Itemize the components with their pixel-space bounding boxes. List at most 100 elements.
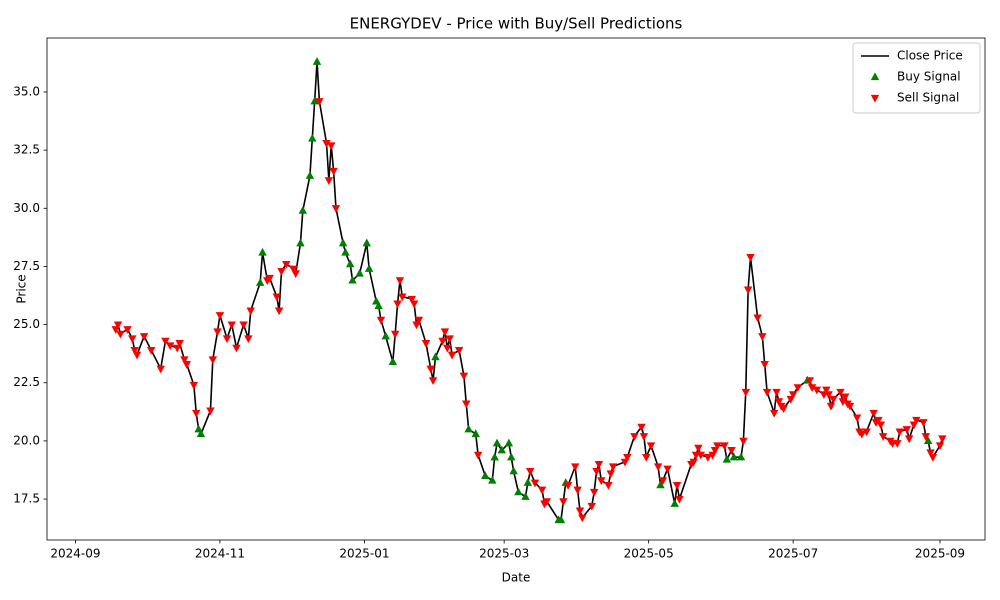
sell-marker	[760, 360, 769, 369]
sell-marker	[720, 442, 729, 451]
sell-marker	[327, 142, 336, 151]
sell-marker	[161, 337, 170, 346]
sell-marker	[841, 393, 850, 402]
sell-marker	[438, 337, 447, 346]
buy-marker	[355, 268, 364, 277]
sell-marker	[935, 442, 945, 451]
sell-marker	[902, 426, 912, 434]
legend-label: Close Price	[897, 49, 963, 63]
x-tick-label: 2025-01	[339, 547, 389, 561]
sell-marker	[542, 498, 551, 507]
legend-box	[852, 42, 981, 114]
sell-marker	[822, 386, 831, 395]
buy-marker	[490, 452, 499, 461]
sell-marker	[938, 435, 947, 444]
sell-marker	[926, 449, 935, 458]
sell-marker	[743, 286, 753, 295]
sell-marker	[646, 442, 656, 451]
buy-marker	[556, 515, 566, 524]
buy-marker	[310, 96, 319, 105]
sell-marker	[156, 365, 165, 374]
sell-marker	[739, 437, 748, 446]
sell-marker	[440, 328, 450, 337]
y-tick-label: 22.5	[13, 375, 40, 389]
sell-marker	[227, 321, 236, 330]
buy-marker	[348, 275, 357, 284]
sell-marker	[741, 388, 750, 397]
buy-marker	[388, 357, 398, 365]
sell-marker	[180, 356, 189, 365]
x-tick-label: 2025-09	[915, 547, 965, 561]
y-tick-label: 20.0	[13, 433, 40, 447]
buy-marker	[471, 429, 480, 438]
buy-marker	[431, 352, 440, 361]
sell-marker	[769, 409, 779, 418]
sell-marker	[454, 347, 464, 355]
sell-marker	[331, 205, 341, 213]
sell-marker	[597, 477, 606, 486]
sell-marker	[462, 400, 471, 409]
sell-marker	[895, 428, 904, 437]
sell-marker	[445, 335, 454, 344]
buy-marker	[381, 331, 390, 340]
sell-marker	[589, 488, 599, 497]
sell-marker	[130, 347, 139, 355]
x-tick-label: 2025-07	[768, 547, 818, 561]
sell-marker	[779, 405, 788, 413]
sell-marker	[246, 307, 255, 316]
legend-marker	[870, 94, 880, 103]
legend-label: Buy Signal	[897, 70, 961, 84]
sell-marker	[132, 351, 142, 360]
sell-marker	[409, 300, 419, 309]
buy-marker	[308, 133, 317, 142]
y-tick-label: 27.5	[13, 259, 40, 273]
sell-marker	[192, 409, 201, 418]
buy-marker	[497, 445, 506, 454]
buy-marker	[345, 259, 355, 268]
sell-marker	[689, 458, 698, 467]
sell-marker	[772, 388, 781, 397]
sell-marker	[443, 344, 452, 353]
sell-marker	[222, 335, 232, 344]
sell-marker	[824, 391, 833, 399]
buy-marker	[338, 238, 348, 247]
buy-marker	[464, 424, 473, 433]
sell-marker	[139, 333, 149, 341]
sell-marker	[869, 409, 878, 418]
sell-marker	[282, 260, 291, 269]
buy-marker	[488, 475, 497, 484]
sell-marker	[272, 293, 281, 302]
sell-marker	[239, 321, 248, 330]
sell-marker	[571, 463, 580, 472]
y-tick-label: 17.5	[13, 492, 40, 506]
close-price-line	[114, 60, 944, 521]
sell-marker	[578, 514, 587, 523]
sell-marker	[421, 340, 431, 348]
sell-marker	[232, 344, 241, 353]
sell-marker	[878, 433, 888, 441]
sell-marker	[663, 465, 672, 474]
buy-marker	[341, 247, 350, 256]
legend: Close Price Buy Signal Sell Signal	[852, 42, 981, 114]
sell-marker	[147, 347, 156, 355]
buy-marker	[312, 57, 322, 65]
sell-marker	[713, 442, 722, 451]
buy-marker	[374, 301, 383, 310]
buy-marker	[492, 438, 502, 447]
sell-marker	[594, 461, 604, 469]
buy-marker	[521, 492, 530, 500]
buy-marker	[298, 205, 308, 214]
sell-marker	[116, 330, 125, 339]
sell-marker	[206, 407, 215, 416]
sell-marker	[826, 402, 836, 411]
sell-marker	[428, 377, 438, 386]
sell-marker	[324, 177, 334, 185]
buy-marker	[507, 452, 516, 461]
sell-marker	[919, 419, 928, 427]
sell-marker	[746, 253, 755, 262]
sell-marker	[857, 430, 867, 439]
x-tick-label: 2025-05	[624, 547, 674, 561]
sell-marker	[315, 98, 324, 106]
y-tick-label: 25.0	[13, 317, 40, 331]
